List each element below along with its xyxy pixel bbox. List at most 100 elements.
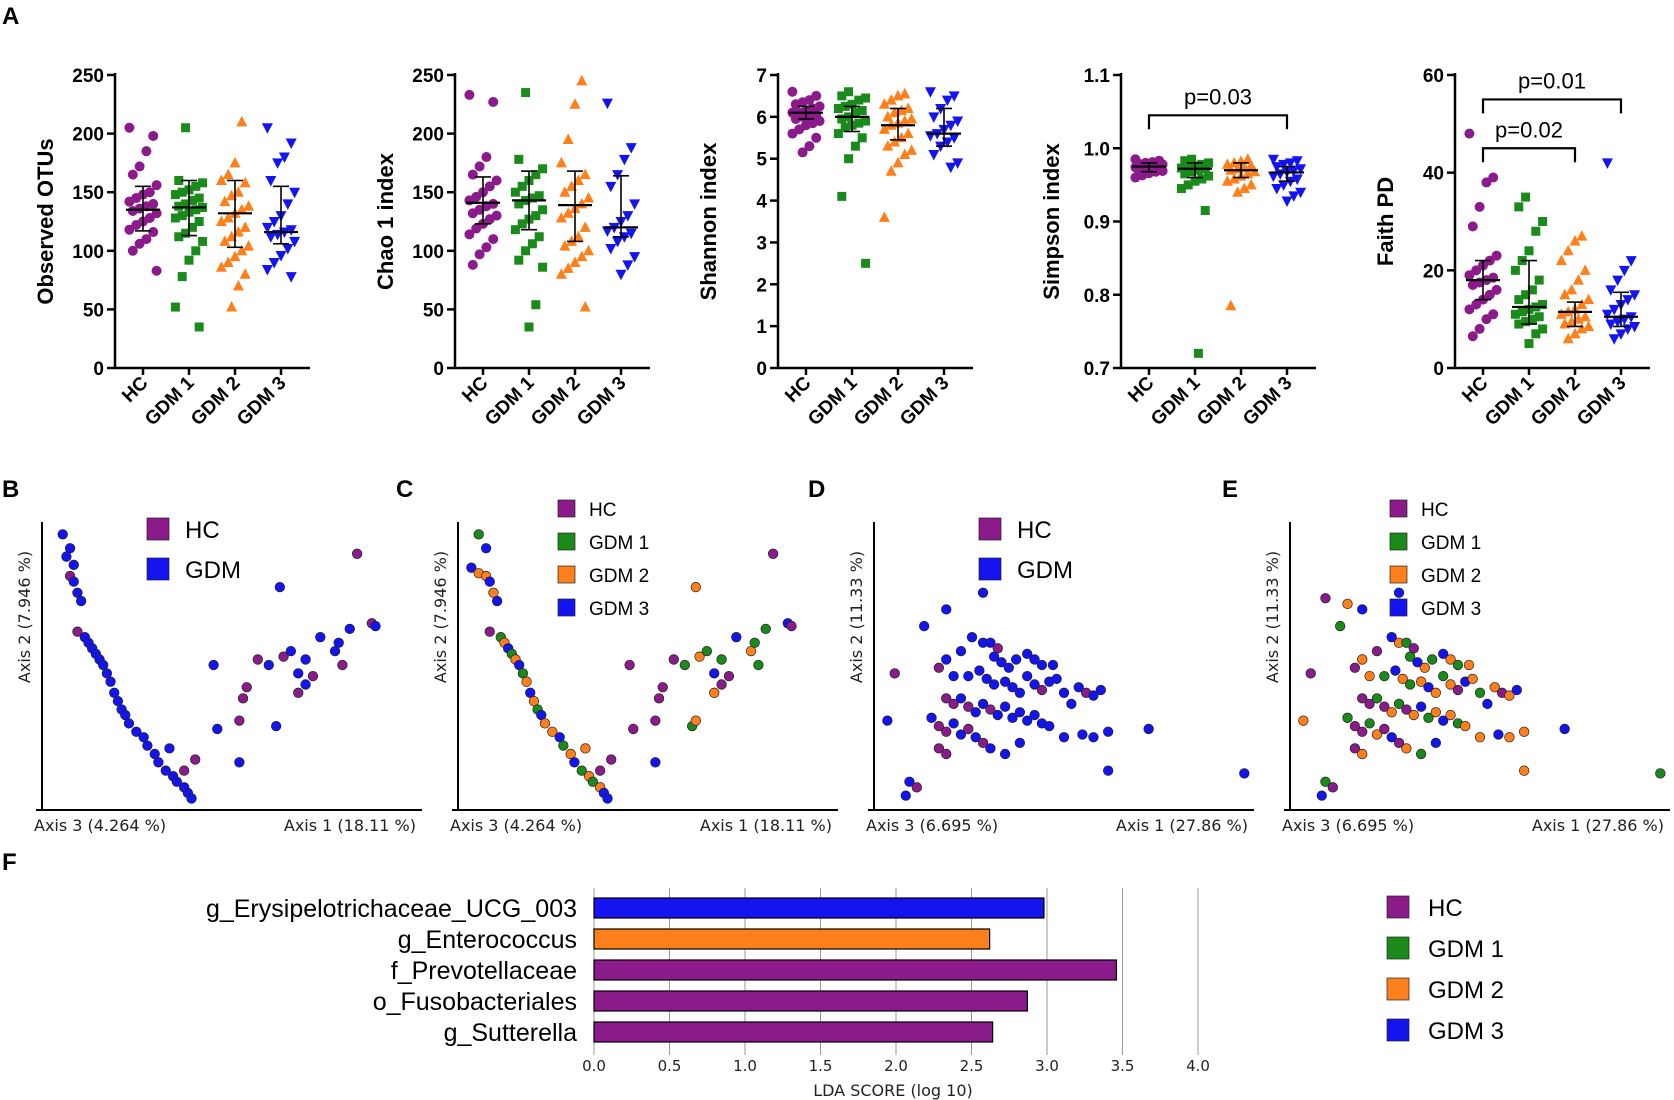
data-point-gdm-2 — [1504, 732, 1515, 743]
bar-label-o-fusobacteriales: o_Fusobacteriales — [373, 988, 577, 1016]
data-point-gdm-2 — [1489, 682, 1500, 693]
y-tick-label: 250 — [412, 66, 444, 87]
data-point-gdm-3 — [629, 252, 641, 263]
data-point-gdm-2 — [1401, 743, 1412, 754]
data-point-gdm-3 — [928, 112, 940, 123]
data-point-gdm-3 — [466, 562, 477, 573]
data-point-gdm-3 — [1601, 158, 1613, 169]
data-point-gdm-1 — [1538, 300, 1548, 310]
data-point-gdm-2 — [1579, 310, 1591, 322]
data-point-gdm-2 — [569, 98, 581, 109]
data-point-gdm-2 — [899, 148, 911, 160]
data-point-gdm-3 — [265, 175, 277, 187]
data-point-gdm-1 — [1379, 670, 1390, 682]
data-point-gdm-3 — [1615, 329, 1627, 340]
data-point-gdm-2 — [1579, 264, 1591, 275]
data-point-gdm-1 — [1521, 290, 1531, 300]
data-point-gdm-2 — [1555, 308, 1567, 319]
y-tick-label: 7 — [756, 66, 767, 87]
data-point-gdm — [285, 645, 297, 657]
data-point-hc — [278, 651, 289, 662]
data-point-gdm-1 — [538, 262, 548, 272]
axis-label-right-bottom: Axis 1 (27.86 %) — [1116, 816, 1248, 835]
data-point-gdm-3 — [282, 199, 294, 210]
x-axis-label: LDA SCORE (log 10) — [813, 1081, 973, 1100]
x-tick-label: 0.0 — [582, 1057, 606, 1075]
y-tick-label: 100 — [72, 242, 104, 263]
data-point-gdm-1 — [854, 95, 864, 105]
data-point-hc — [787, 86, 798, 97]
y-axis-label: Observed OTUs — [33, 138, 58, 304]
data-point-gdm-2 — [1566, 283, 1578, 295]
data-point-gdm-1 — [1521, 317, 1531, 327]
legend-label-gdm-2: GDM 2 — [1421, 566, 1481, 587]
data-point-gdm-1 — [1187, 154, 1197, 164]
axis-label-right-bottom: Axis 1 (18.11 %) — [284, 816, 416, 835]
data-point-hc — [72, 626, 83, 637]
data-point-gdm-3 — [285, 272, 297, 283]
data-point-gdm — [315, 632, 326, 643]
legend-swatch-gdm-2 — [1386, 977, 1410, 1001]
data-point-gdm-3 — [289, 236, 301, 248]
legend-swatch-gdm-3 — [557, 598, 576, 617]
y-tick-label: 50 — [83, 300, 104, 321]
data-point-hc — [723, 670, 735, 682]
bar-g-enterococcus — [593, 928, 991, 950]
data-point-gdm-3 — [275, 250, 287, 262]
x-tick-label-gdm-1: GDM 1 — [141, 372, 199, 430]
data-point-gdm-2 — [559, 240, 571, 251]
data-point-gdm-3 — [928, 150, 940, 161]
data-point-hc — [234, 715, 245, 726]
data-point-gdm-2 — [219, 235, 231, 246]
data-point-hc — [484, 626, 495, 637]
data-point-gdm-2 — [555, 211, 567, 223]
axis-label-left-bottom: Axis 3 (4.264 %) — [450, 816, 582, 835]
data-point-gdm-2 — [1467, 673, 1478, 685]
data-point-gdm-1 — [1521, 192, 1531, 202]
axis-label-right-bottom: Axis 1 (27.86 %) — [1532, 816, 1664, 835]
data-point-gdm — [1022, 715, 1033, 726]
data-point-gdm-3 — [1438, 648, 1449, 660]
data-point-gdm-1 — [1320, 776, 1331, 787]
data-point-gdm-1 — [1538, 217, 1548, 226]
data-point-gdm-2 — [1357, 748, 1368, 760]
data-point-gdm-1 — [1335, 620, 1346, 632]
data-point-gdm-3 — [941, 95, 953, 107]
data-point-gdm-3 — [261, 265, 273, 276]
data-point-gdm-2 — [1408, 709, 1419, 721]
data-point-gdm — [1003, 662, 1014, 673]
p-value-label: p=0.01 — [1518, 68, 1586, 93]
legend-label-gdm-2: GDM 2 — [589, 566, 649, 587]
data-point-gdm-2 — [1342, 598, 1353, 609]
data-point-gdm-1 — [861, 93, 871, 103]
data-point-hc — [1371, 645, 1383, 657]
data-point-gdm-1 — [844, 87, 854, 97]
data-point-gdm — [68, 576, 79, 587]
data-point-gdm — [955, 729, 967, 740]
data-point-gdm-3 — [1267, 154, 1279, 166]
data-point-hc — [650, 715, 661, 726]
data-point-hc — [1481, 177, 1492, 188]
data-point-gdm-2 — [709, 687, 720, 698]
data-point-gdm — [981, 673, 992, 685]
data-point-gdm — [1036, 659, 1048, 671]
data-point-hc — [467, 259, 478, 270]
data-point-gdm-2 — [562, 133, 574, 144]
data-point-gdm-3 — [261, 222, 273, 234]
y-tick-label: 2 — [756, 275, 767, 296]
data-point-hc — [337, 659, 348, 671]
data-point-gdm-1 — [1183, 162, 1193, 172]
data-point-gdm-1 — [1538, 324, 1548, 334]
x-tick-label: 2.5 — [960, 1057, 984, 1075]
data-point-gdm-2 — [1583, 293, 1595, 305]
data-point-gdm-3 — [1267, 171, 1279, 183]
data-point-gdm-2 — [1572, 274, 1584, 285]
data-point-gdm-2 — [229, 250, 241, 262]
legend-label-gdm-3: GDM 3 — [1421, 599, 1481, 620]
data-point-gdm-3 — [945, 120, 957, 132]
data-point-hc — [464, 195, 475, 206]
data-point-gdm-2 — [569, 256, 581, 268]
legend-swatch-hc — [1386, 895, 1410, 919]
